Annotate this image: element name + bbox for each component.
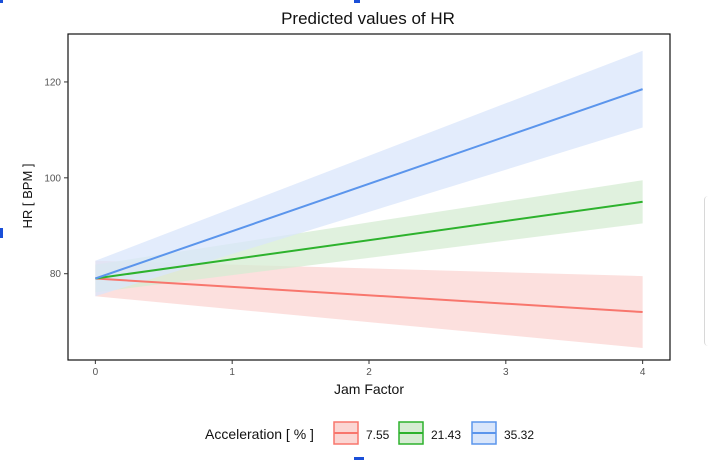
series-line-2 [95, 88, 643, 280]
confidence-band-2 [95, 50, 643, 297]
series-line-1 [95, 200, 643, 280]
chart-title: Predicted values of HR [281, 9, 455, 28]
confidence-band-0 [95, 260, 643, 349]
edge-marker-bottom [354, 457, 364, 460]
y-axis: 80 100 120 [44, 77, 68, 280]
legend-label-2: 35.32 [504, 428, 534, 442]
series-lines [95, 88, 643, 314]
y-axis-label: HR [ BPM ] [20, 163, 35, 228]
confidence-band-1 [95, 180, 643, 293]
x-axis-label: Jam Factor [334, 381, 404, 397]
y-tick-label: 80 [50, 269, 62, 280]
legend-item-1: 21.43 [398, 421, 461, 445]
y-tick-label: 100 [44, 173, 61, 184]
x-tick-label: 2 [366, 367, 372, 378]
x-tick-label: 0 [93, 367, 99, 378]
legend-title: Acceleration [ % ] [205, 426, 314, 442]
legend-label-0: 7.55 [366, 428, 390, 442]
edge-marker-left [0, 228, 3, 238]
x-axis: 0 1 2 3 4 [93, 360, 646, 378]
x-tick-label: 4 [640, 367, 646, 378]
y-tick-label: 120 [44, 77, 61, 88]
legend-item-0: 7.55 [333, 421, 390, 445]
legend-item-2: 35.32 [471, 421, 534, 445]
legend-items: 7.55 21.43 35.32 [333, 421, 534, 445]
edge-marker-top [354, 0, 360, 3]
x-tick-label: 1 [229, 367, 235, 378]
x-tick-label: 3 [503, 367, 509, 378]
confidence-bands [95, 50, 643, 349]
edge-marker-top-left [0, 0, 3, 3]
legend-label-1: 21.43 [431, 428, 461, 442]
series-line-0 [95, 277, 643, 314]
window-edge-right [704, 196, 708, 346]
legend: Acceleration [ % ] 7.55 21.43 35.32 [205, 421, 534, 445]
